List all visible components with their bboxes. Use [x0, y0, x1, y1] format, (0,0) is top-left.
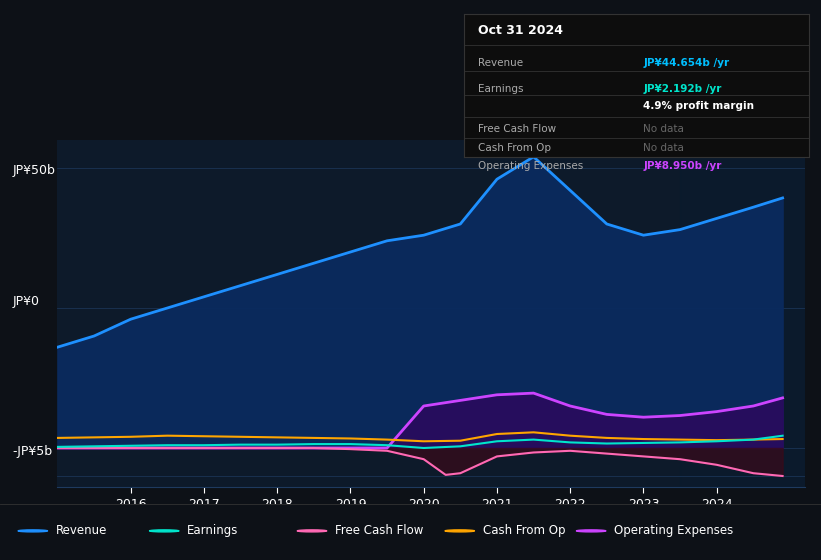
- Text: JP¥50b: JP¥50b: [12, 164, 56, 178]
- Text: Revenue: Revenue: [56, 524, 108, 538]
- Circle shape: [18, 530, 48, 532]
- Circle shape: [149, 530, 179, 532]
- Text: Operating Expenses: Operating Expenses: [614, 524, 733, 538]
- Text: Operating Expenses: Operating Expenses: [478, 161, 583, 171]
- Text: No data: No data: [643, 142, 684, 152]
- Text: JP¥2.192b /yr: JP¥2.192b /yr: [643, 84, 722, 94]
- Circle shape: [445, 530, 475, 532]
- Text: -JP¥5b: -JP¥5b: [12, 445, 53, 458]
- Text: No data: No data: [643, 124, 684, 134]
- Text: JP¥0: JP¥0: [12, 295, 39, 308]
- Text: 4.9% profit margin: 4.9% profit margin: [643, 101, 754, 111]
- Text: Cash From Op: Cash From Op: [478, 142, 551, 152]
- Circle shape: [576, 530, 606, 532]
- Circle shape: [297, 530, 327, 532]
- Text: Free Cash Flow: Free Cash Flow: [335, 524, 424, 538]
- Text: Free Cash Flow: Free Cash Flow: [478, 124, 556, 134]
- Text: Cash From Op: Cash From Op: [483, 524, 565, 538]
- Text: JP¥8.950b /yr: JP¥8.950b /yr: [643, 161, 722, 171]
- Text: Revenue: Revenue: [478, 58, 523, 68]
- Bar: [680, 140, 805, 487]
- Text: Oct 31 2024: Oct 31 2024: [478, 24, 562, 37]
- Text: JP¥44.654b /yr: JP¥44.654b /yr: [643, 58, 729, 68]
- Text: Earnings: Earnings: [478, 84, 523, 94]
- Text: Earnings: Earnings: [187, 524, 239, 538]
